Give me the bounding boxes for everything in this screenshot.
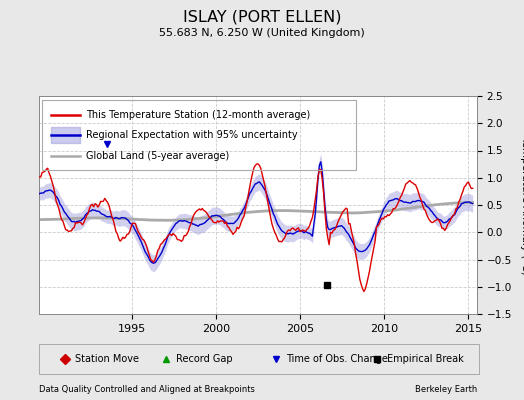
Text: Berkeley Earth: Berkeley Earth	[414, 385, 477, 394]
Text: Global Land (5-year average): Global Land (5-year average)	[86, 151, 229, 161]
Text: Data Quality Controlled and Aligned at Breakpoints: Data Quality Controlled and Aligned at B…	[39, 385, 255, 394]
Y-axis label: Temperature Anomaly (°C): Temperature Anomaly (°C)	[520, 136, 524, 274]
Text: Record Gap: Record Gap	[176, 354, 232, 364]
Text: Time of Obs. Change: Time of Obs. Change	[286, 354, 388, 364]
Text: Regional Expectation with 95% uncertainty: Regional Expectation with 95% uncertaint…	[86, 130, 298, 140]
Text: 55.683 N, 6.250 W (United Kingdom): 55.683 N, 6.250 W (United Kingdom)	[159, 28, 365, 38]
Text: Empirical Break: Empirical Break	[387, 354, 464, 364]
Text: This Temperature Station (12-month average): This Temperature Station (12-month avera…	[86, 110, 310, 120]
Text: ISLAY (PORT ELLEN): ISLAY (PORT ELLEN)	[183, 10, 341, 25]
Text: Station Move: Station Move	[74, 354, 138, 364]
